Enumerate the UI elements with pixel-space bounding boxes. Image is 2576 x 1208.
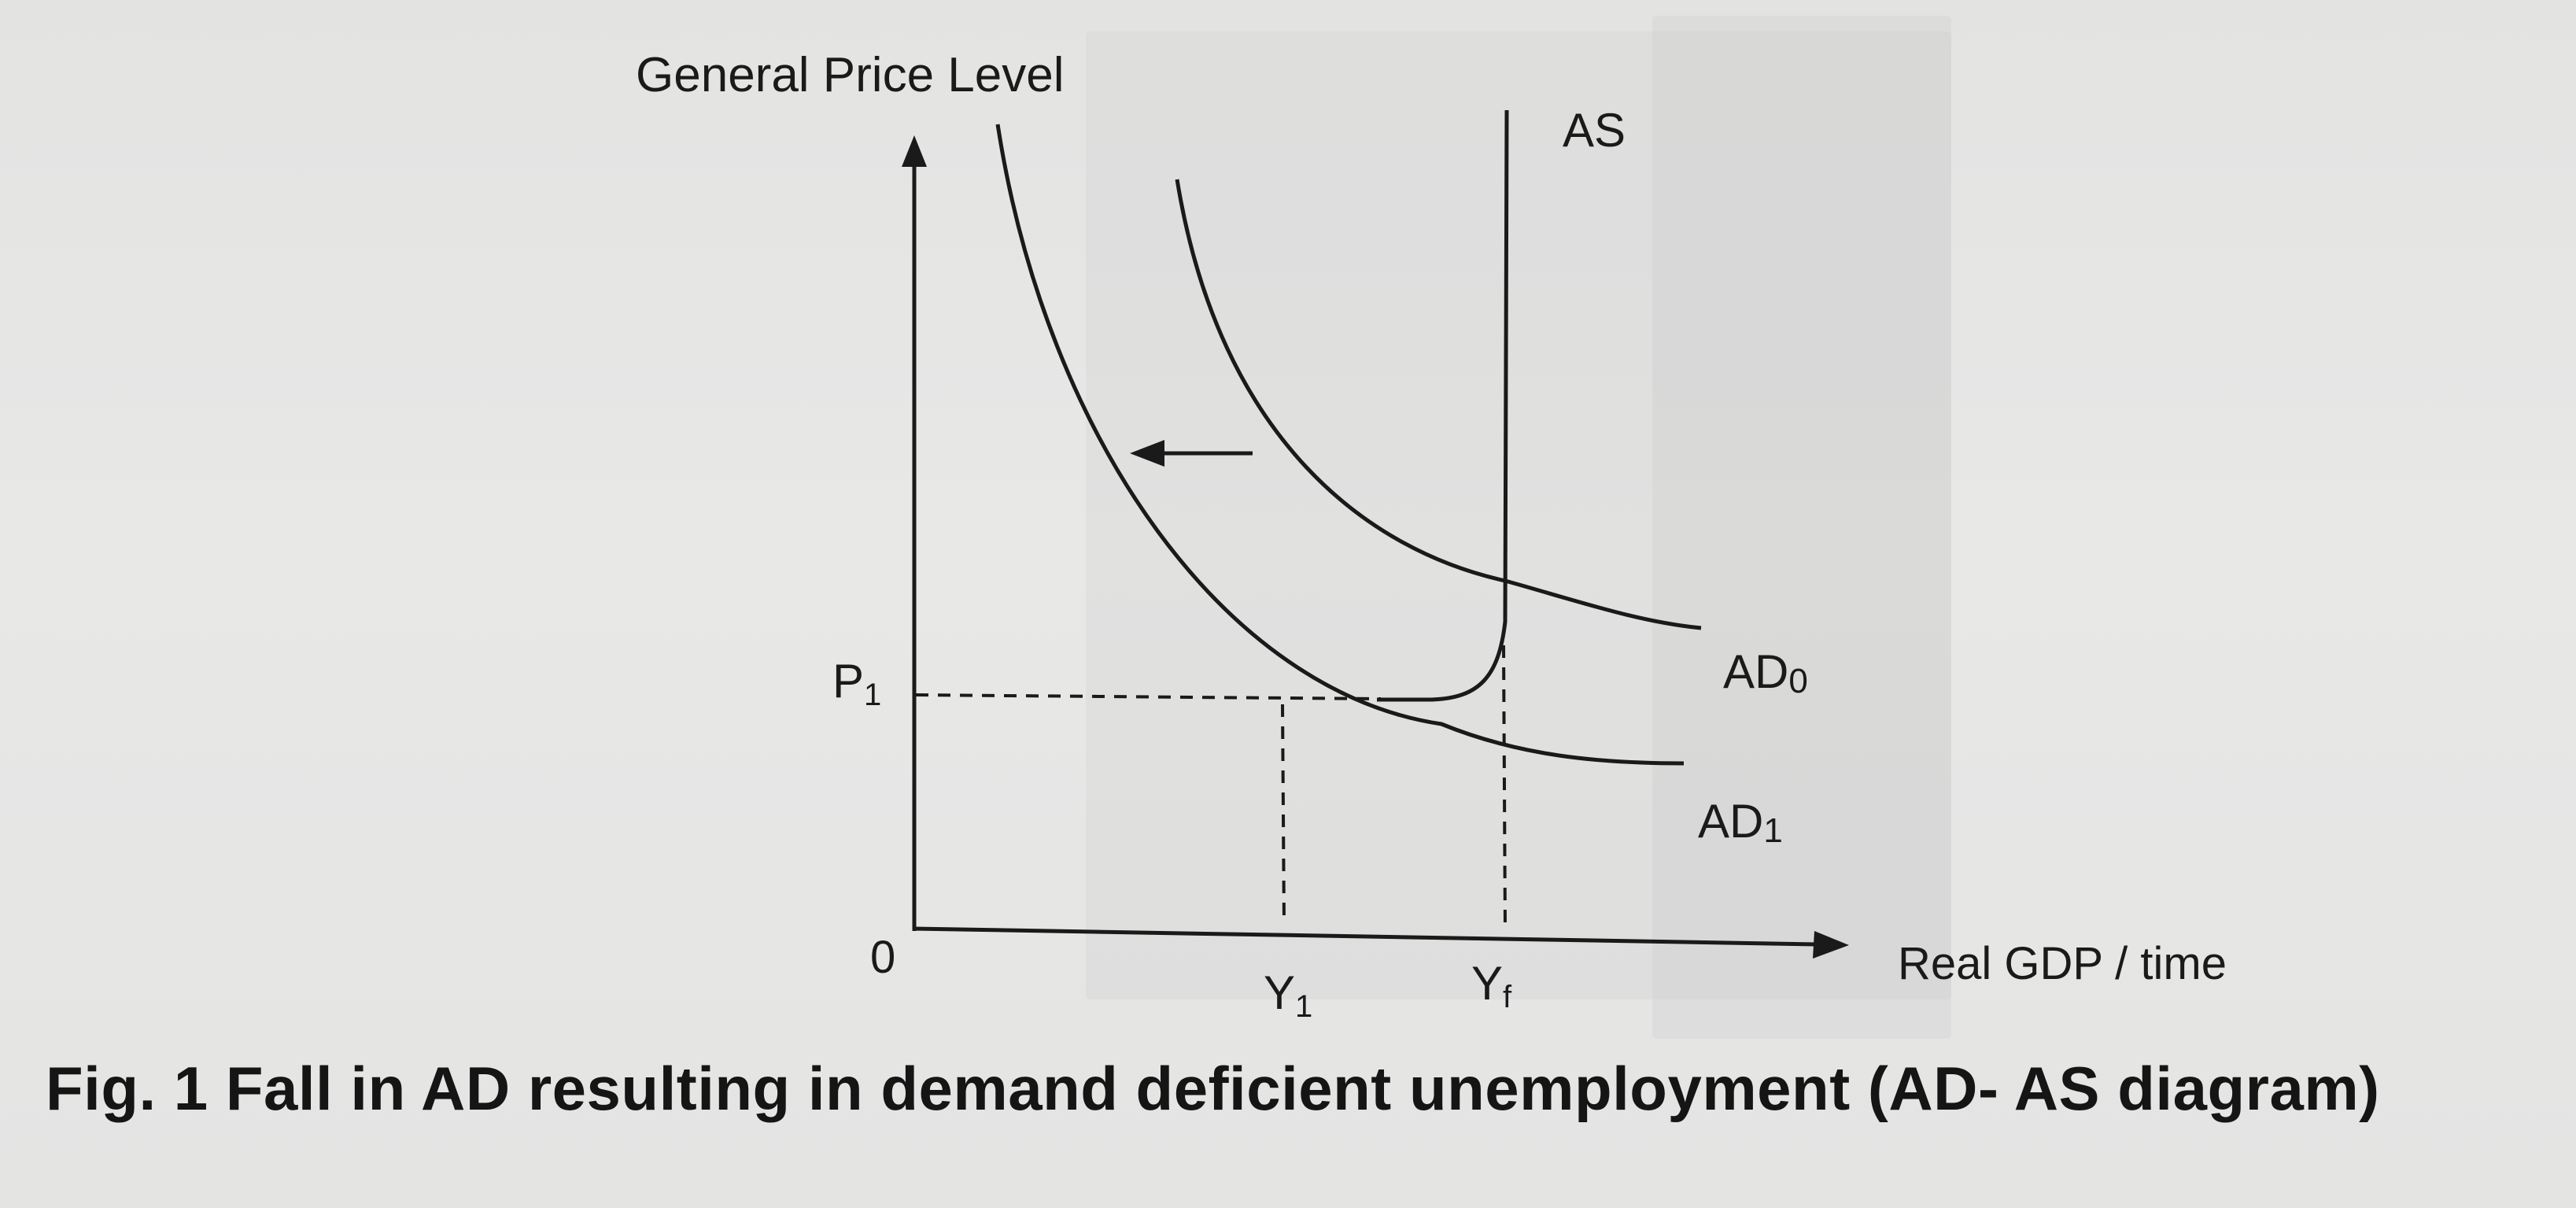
yf-base: Y (1471, 957, 1503, 1010)
y1-label: Y1 (1264, 966, 1312, 1024)
ad1-sub: 1 (1763, 811, 1782, 850)
origin-label: 0 (870, 932, 895, 983)
y-axis-arrowhead (902, 135, 927, 167)
ad1-label: AD1 (1698, 795, 1783, 850)
x-axis (912, 926, 1818, 947)
as-label: AS (1563, 104, 1626, 157)
background-bleed-left (1086, 31, 1951, 999)
ad0-label: AD0 (1723, 645, 1808, 700)
price-p1-label: P1 (832, 655, 881, 712)
yf-dashed-line (1502, 645, 1507, 929)
x-axis-arrowhead (1813, 931, 1849, 959)
y1-sub: 1 (1295, 989, 1312, 1024)
ad1-base: AD (1698, 795, 1763, 848)
x-axis-label: Real GDP / time (1898, 938, 2227, 989)
yf-label: Yf (1471, 957, 1512, 1014)
figure-caption: Fig. 1 Fall in AD resulting in demand de… (46, 1054, 2380, 1123)
yf-sub: f (1503, 980, 1512, 1014)
ad1-curve (995, 124, 1685, 766)
price-p1-sub: 1 (864, 678, 881, 712)
shift-arrow-icon (1130, 440, 1164, 467)
y1-base: Y (1264, 966, 1295, 1019)
ad0-base: AD (1723, 645, 1788, 698)
as-curve (1377, 109, 1509, 702)
ad0-sub: 0 (1788, 662, 1807, 700)
y-axis-label: General Price Level (636, 48, 1065, 102)
ad0-curve (1175, 179, 1702, 630)
background-bleed-right (1652, 16, 1951, 1039)
y1-dashed-line (1281, 704, 1286, 925)
price-p1-base: P (832, 655, 864, 707)
p1-dashed-line (915, 693, 1382, 700)
